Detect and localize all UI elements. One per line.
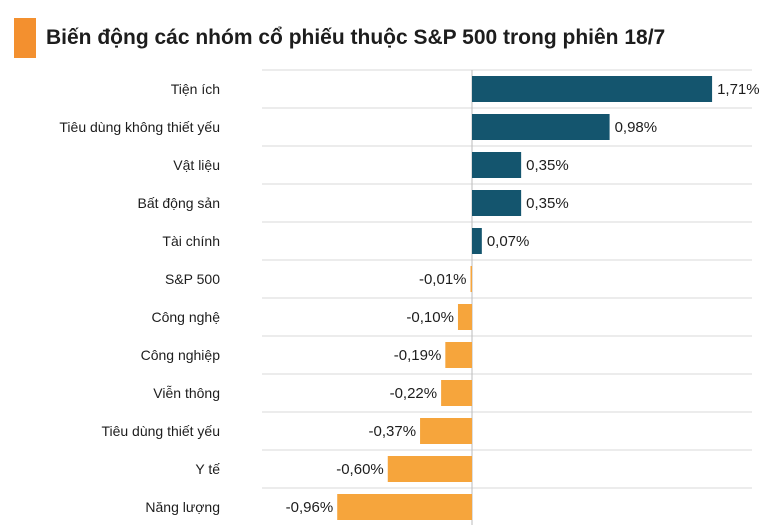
- data-label: -0,22%: [390, 385, 438, 402]
- category-label: Y tế: [195, 461, 220, 477]
- data-label: -0,10%: [406, 309, 454, 326]
- data-label: 1,71%: [717, 81, 760, 98]
- category-label: Viễn thông: [153, 385, 220, 401]
- category-label: Tiện ích: [171, 81, 220, 97]
- bar: [441, 380, 472, 406]
- bar: [472, 190, 522, 216]
- bar: [457, 304, 472, 330]
- data-label: -0,19%: [394, 347, 442, 364]
- data-label: 0,98%: [615, 119, 658, 136]
- category-label: Công nghiệp: [141, 347, 221, 363]
- data-label: 0,35%: [526, 157, 569, 174]
- chart-title: Biến động các nhóm cổ phiếu thuộc S&P 50…: [46, 26, 666, 49]
- bar: [472, 76, 713, 102]
- data-label: 0,35%: [526, 195, 569, 212]
- category-label: Tiêu dùng không thiết yếu: [59, 119, 220, 135]
- bar: [387, 456, 472, 482]
- category-label: Bất động sản: [137, 195, 220, 211]
- data-label: -0,37%: [369, 423, 417, 440]
- title-accent-bar: [14, 18, 36, 58]
- bar: [445, 342, 472, 368]
- category-label: S&P 500: [165, 271, 220, 287]
- bar: [420, 418, 472, 444]
- data-label: -0,60%: [336, 461, 384, 478]
- bar: [470, 266, 472, 292]
- bar: [472, 114, 610, 140]
- category-label: Tiêu dùng thiết yếu: [101, 423, 220, 439]
- category-label: Công nghệ: [151, 309, 220, 325]
- data-label: 0,07%: [487, 233, 530, 250]
- data-label: -0,01%: [419, 271, 467, 288]
- category-label: Tài chính: [162, 233, 220, 249]
- category-label: Năng lượng: [145, 499, 220, 515]
- bar: [337, 494, 472, 520]
- data-label: -0,96%: [286, 499, 334, 516]
- chart-title-block: Biến động các nhóm cổ phiếu thuộc S&P 50…: [14, 18, 665, 58]
- bar: [472, 152, 522, 178]
- category-label: Vật liệu: [173, 157, 220, 173]
- bar: [472, 228, 482, 254]
